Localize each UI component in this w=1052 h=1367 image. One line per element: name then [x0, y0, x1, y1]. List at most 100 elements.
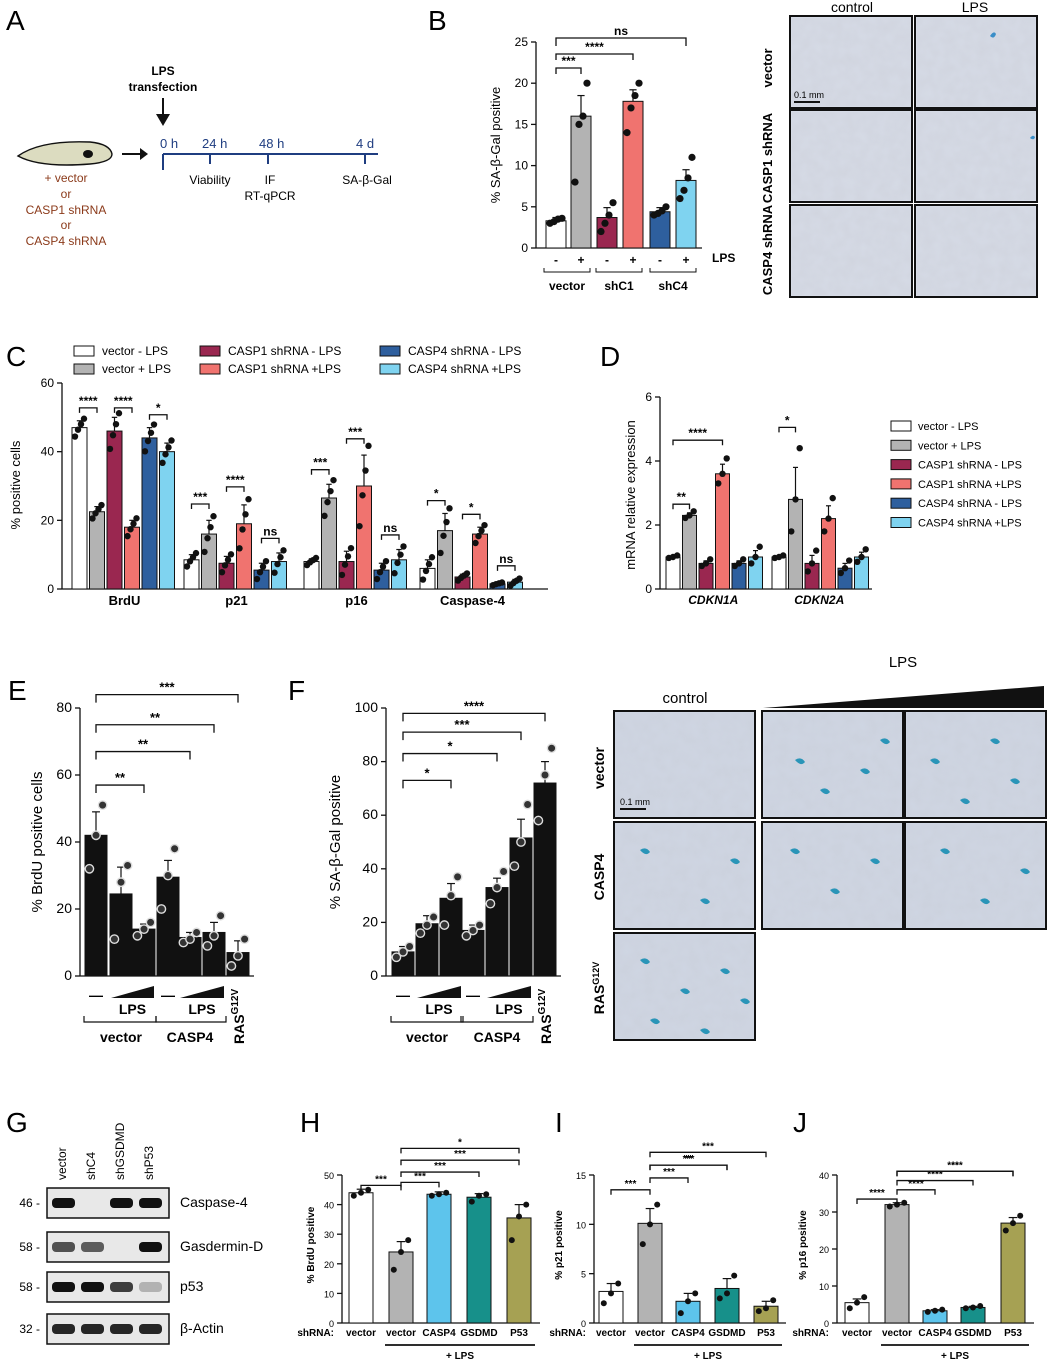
j-plus-lps-label: + LPS [941, 1351, 969, 1362]
c-data-point [425, 560, 433, 568]
h-data-point [405, 1237, 412, 1244]
c-ylabel: % positive cells [8, 440, 23, 529]
c-legend: vector - LPS vector + LPS CASP1 shRNA - LP… [73, 344, 521, 376]
panel-g-western: vector shC4 shGSDMD shP53 46 - Caspase-4 5… [19, 1122, 263, 1345]
d-data-point [740, 556, 747, 563]
c-sig-bracket [113, 407, 133, 413]
d-legend-swatch [890, 459, 912, 471]
c-legend-swatch [73, 363, 95, 375]
e-bar [156, 876, 180, 977]
e-casp4-bracket [155, 1016, 227, 1023]
b-lps-label: LPS [712, 251, 735, 265]
cell-shape [16, 141, 113, 166]
f-y-tick-label: 100 [355, 699, 379, 715]
h-y-tick-label: 50 [324, 1171, 334, 1181]
transfection-label: transfection [129, 80, 198, 94]
c-legend-text: CASP4 shRNA - LPS [408, 344, 521, 358]
i-x-tick-label: vector [635, 1328, 665, 1339]
i-data-point [654, 1201, 661, 1208]
c-sig-label: **** [226, 473, 245, 487]
e-bar [84, 834, 108, 977]
d-data-point [804, 568, 811, 575]
h-data-point [358, 1189, 364, 1196]
g-band [139, 1242, 162, 1252]
f-sig-bracket [402, 712, 546, 722]
panel-label-e: E [8, 675, 27, 706]
c-data-point [80, 415, 88, 422]
i-sig-label: *** [663, 1167, 675, 1178]
d-bar [665, 556, 681, 590]
c-data-point [498, 579, 506, 586]
d-bar [771, 556, 787, 590]
j-data-point [924, 1308, 931, 1315]
c-data-point [112, 421, 120, 428]
e-lps-label: LPS [188, 1001, 215, 1017]
c-group-label: BrdU [109, 593, 141, 608]
c-data-point [168, 437, 175, 444]
time-4d: 4 d [356, 136, 374, 151]
d-ylabel: mRNA relative expression [623, 420, 638, 570]
h-bar [426, 1193, 452, 1324]
c-data-point [437, 549, 444, 557]
d-data-point [862, 546, 869, 553]
f-micrograph-texture [616, 935, 753, 1038]
f-data-point [474, 920, 485, 930]
g-band [52, 1198, 75, 1208]
j-y-tick-label: 0 [824, 1319, 829, 1329]
c-data-point [422, 567, 430, 575]
f-y-tick-label: 20 [362, 913, 378, 929]
i-sig-label: *** [683, 1154, 695, 1165]
j-sig-label: ** [951, 1160, 959, 1171]
i-data-point [685, 1298, 691, 1305]
b-sig-label: **** [585, 40, 604, 54]
d-sig-bracket [672, 439, 724, 446]
time-48h: 48 h [259, 136, 284, 151]
h-sig-bracket [400, 1159, 520, 1166]
e-dash-label: — [89, 987, 103, 1003]
d-data-point [748, 560, 755, 567]
c-legend-text: CASP4 shRNA +LPS [408, 362, 521, 376]
h-plus-lps-label: + LPS [446, 1351, 474, 1362]
i-sig-label: *** [625, 1179, 637, 1190]
j-y-tick-label: 20 [819, 1245, 829, 1255]
b-data-point [558, 214, 566, 222]
i-shrna-label: shRNA: [549, 1328, 586, 1339]
j-data-point [977, 1302, 984, 1309]
j-bar [1000, 1222, 1026, 1324]
g-mw-marker: 58 - [19, 1280, 40, 1294]
g-band [52, 1282, 75, 1292]
f-bar [439, 897, 463, 977]
c-data-point [327, 487, 334, 495]
g-lane-shgsdmd: shGSDMD [113, 1122, 127, 1180]
c-data-point [236, 545, 243, 552]
h-data-point [516, 1213, 522, 1220]
g-protein-label: p53 [180, 1278, 204, 1294]
d-data-point [715, 480, 722, 487]
c-data-point [516, 575, 523, 582]
c-legend-swatch [199, 363, 221, 375]
f-data-point [452, 871, 463, 882]
c-bar [141, 437, 158, 590]
panel-label-h: H [300, 1107, 320, 1138]
i-sig-bracket [649, 1164, 728, 1171]
e-lps-wedge [180, 986, 224, 998]
b-micrograph-texture [792, 18, 910, 106]
c-legend-text: vector + LPS [102, 362, 171, 376]
f-data-point [516, 837, 526, 847]
f-ylabel: % SA-β-Gal positive [327, 775, 344, 910]
e-data-point [97, 800, 108, 811]
b-y-tick-label: 15 [515, 117, 529, 131]
panel-label-i: I [555, 1107, 563, 1138]
c-data-point [127, 526, 134, 533]
c-data-point [481, 521, 488, 529]
d-data-point [674, 552, 681, 559]
c-data-point [159, 459, 166, 467]
b-lps-sign: + [682, 253, 689, 267]
b-lps-sign: + [629, 253, 636, 267]
f-data-point [446, 890, 456, 901]
c-data-point [74, 426, 82, 433]
